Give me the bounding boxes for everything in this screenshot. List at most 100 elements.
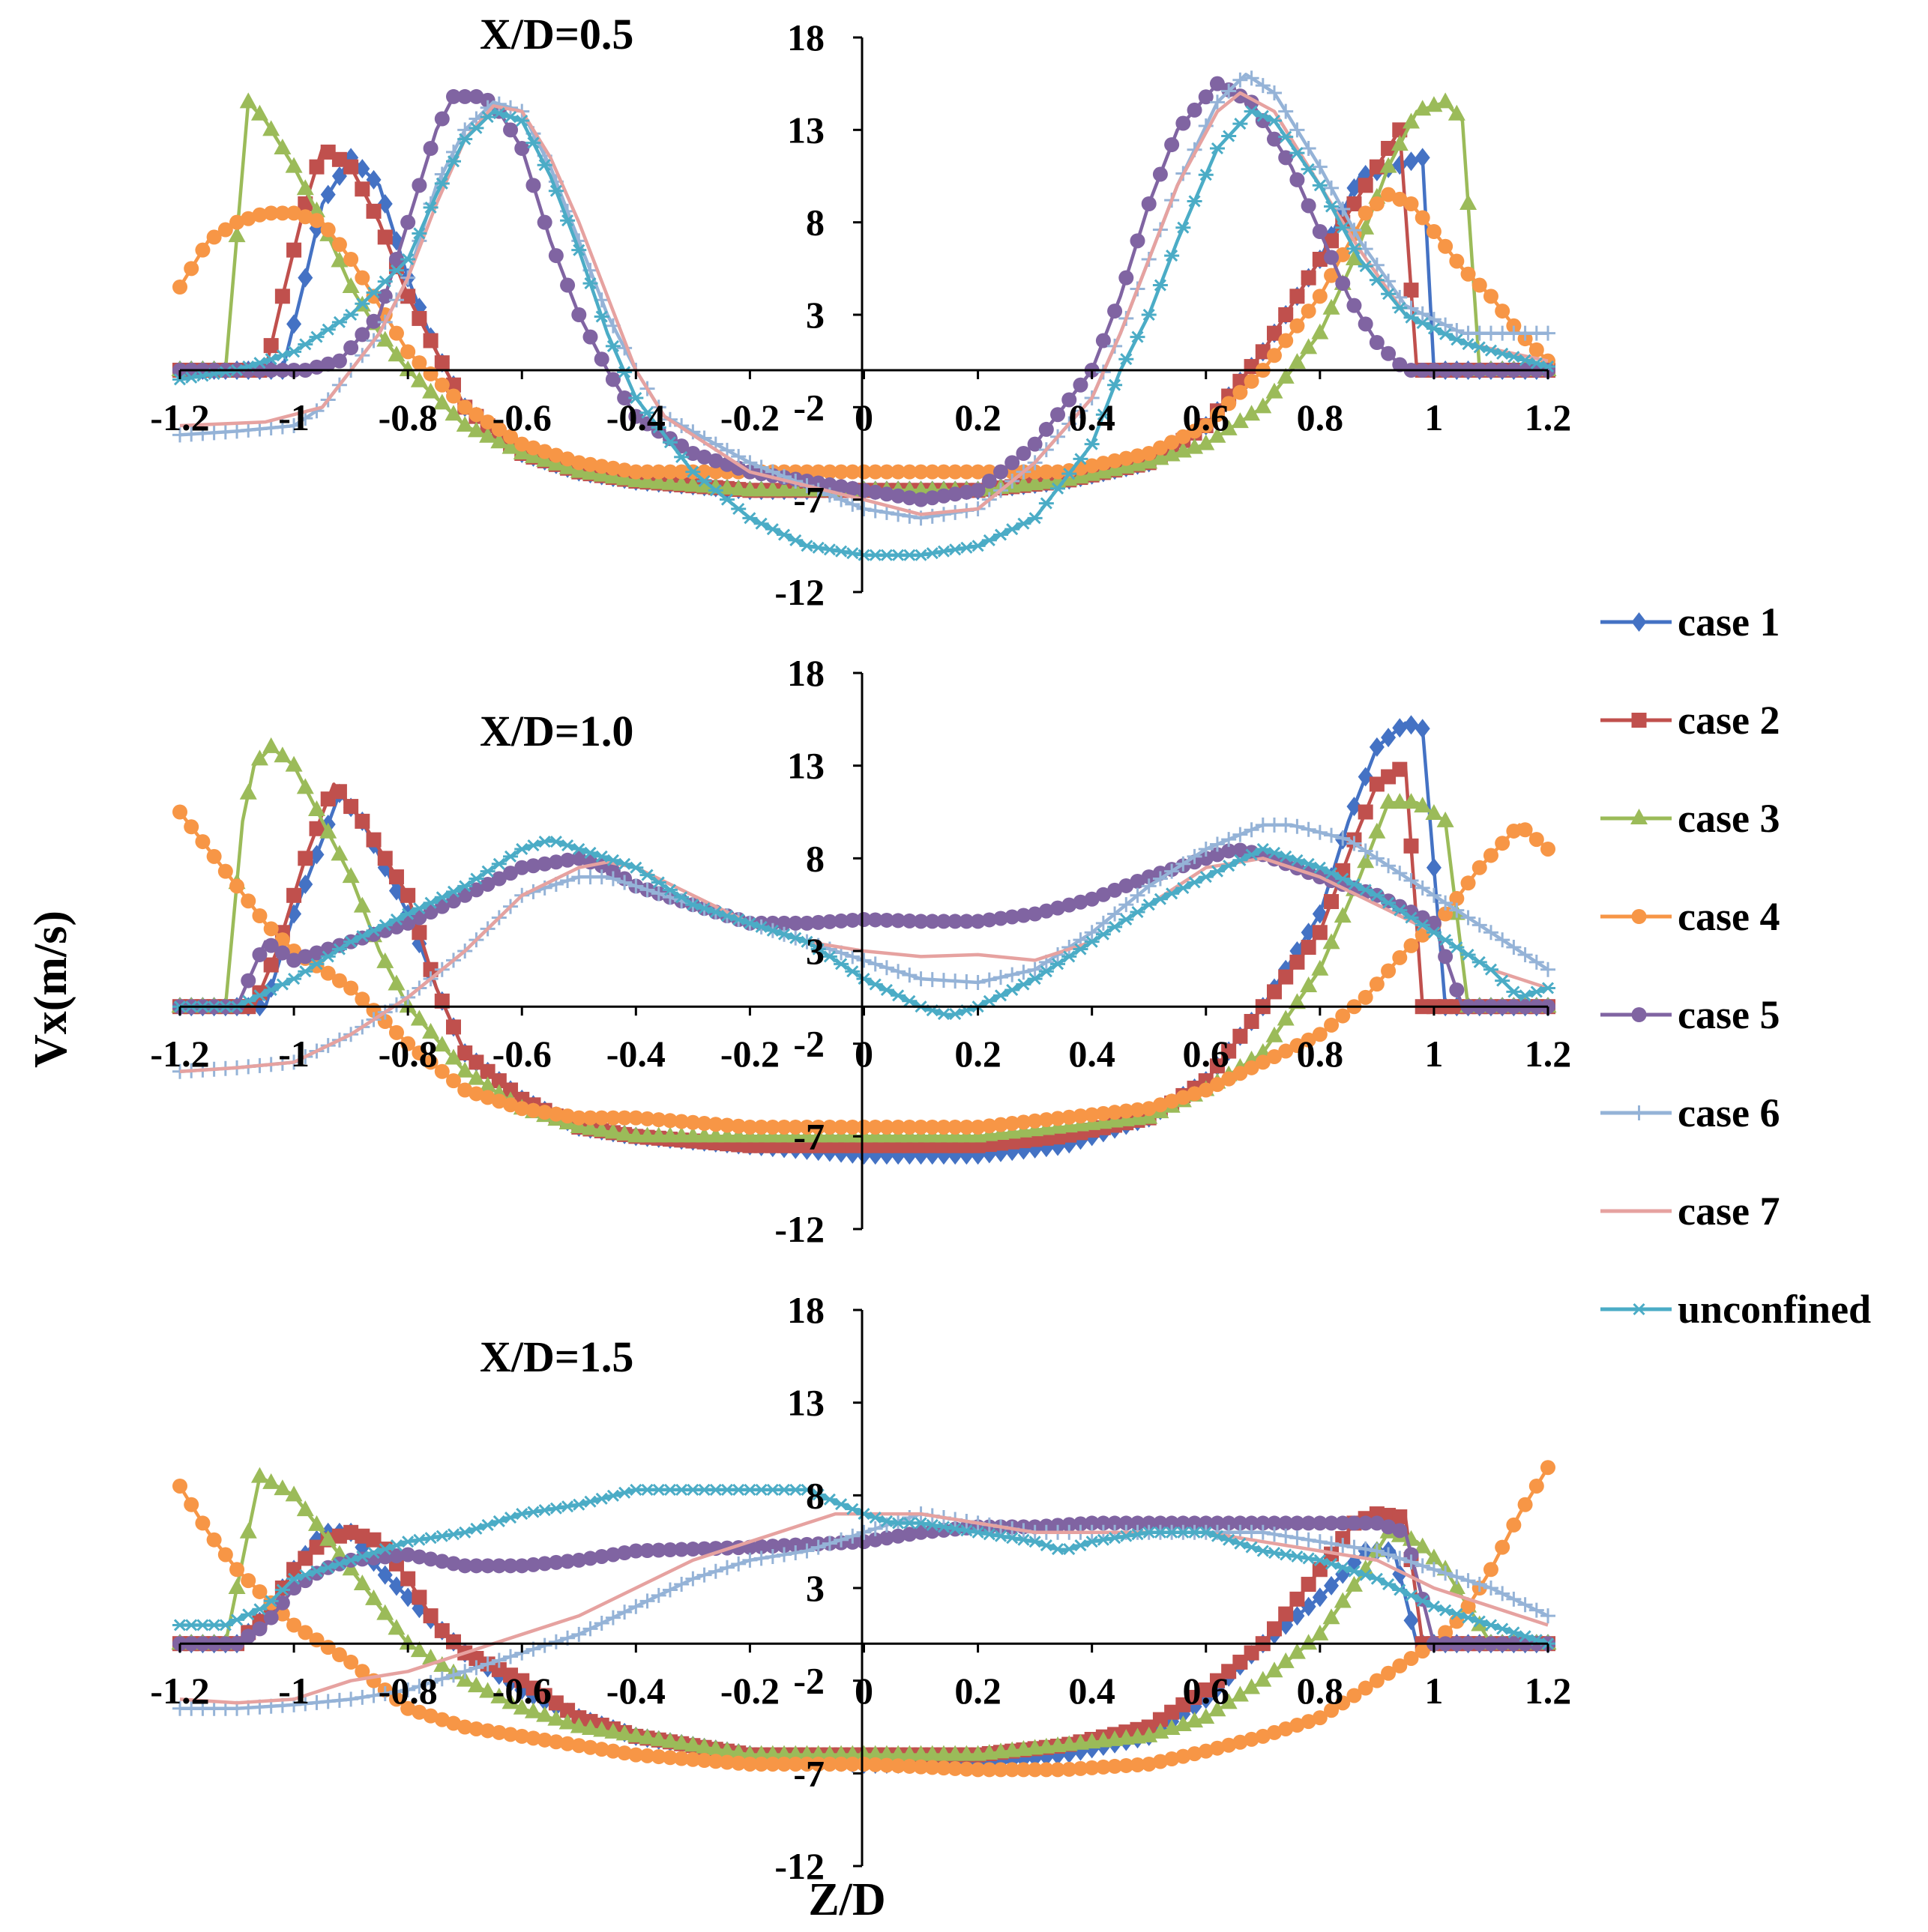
data-point xyxy=(400,253,416,266)
data-point xyxy=(1301,1714,1316,1730)
data-point xyxy=(1084,891,1100,907)
data-point xyxy=(810,1756,826,1772)
data-point xyxy=(617,857,633,870)
data-point xyxy=(1506,1517,1522,1533)
x-tick-label: -0.8 xyxy=(379,1670,438,1712)
data-point xyxy=(708,484,723,497)
data-point xyxy=(1345,1575,1363,1592)
data-point xyxy=(662,436,678,449)
x-tick-label: 0.2 xyxy=(954,1670,1001,1712)
data-point xyxy=(1288,353,1306,369)
x-tick-label: -1 xyxy=(278,1670,310,1712)
data-point xyxy=(981,1118,997,1134)
data-point xyxy=(548,836,564,848)
data-point xyxy=(286,953,302,968)
data-point xyxy=(1141,1756,1157,1772)
data-point xyxy=(479,1076,497,1093)
data-point xyxy=(1050,482,1066,495)
data-point xyxy=(525,839,541,852)
data-point xyxy=(707,1739,725,1756)
data-point xyxy=(1198,1743,1214,1759)
data-point xyxy=(834,1756,849,1772)
data-point xyxy=(672,474,690,491)
data-point xyxy=(1232,384,1248,400)
data-point xyxy=(388,1548,404,1563)
data-point xyxy=(685,1114,701,1130)
data-point xyxy=(1267,846,1282,859)
data-point xyxy=(274,1479,292,1496)
data-point xyxy=(377,1685,393,1701)
data-point xyxy=(1267,85,1282,100)
data-point xyxy=(480,1518,495,1531)
data-point xyxy=(729,1126,747,1143)
data-point xyxy=(1369,1572,1385,1585)
data-point xyxy=(1301,163,1316,175)
data-point xyxy=(1038,1539,1054,1552)
data-point xyxy=(1027,1113,1043,1129)
data-point xyxy=(457,88,473,104)
data-point xyxy=(1438,934,1453,947)
data-point xyxy=(594,869,609,885)
data-point xyxy=(298,949,313,965)
data-point xyxy=(1415,1595,1430,1608)
data-point xyxy=(1265,1026,1283,1042)
data-point xyxy=(309,159,325,175)
data-point xyxy=(1267,1515,1282,1531)
data-point xyxy=(696,1753,712,1769)
data-point xyxy=(1107,453,1123,468)
data-point xyxy=(1004,967,1020,982)
data-point xyxy=(434,355,450,371)
data-point xyxy=(388,974,406,991)
data-point xyxy=(296,179,314,196)
data-point xyxy=(765,1119,780,1135)
data-point xyxy=(1267,114,1282,127)
data-point xyxy=(1164,137,1180,153)
data-point xyxy=(263,205,279,221)
data-point xyxy=(1449,253,1465,269)
data-point xyxy=(433,1036,451,1052)
data-point xyxy=(1438,895,1453,911)
data-point xyxy=(355,1528,370,1544)
data-point xyxy=(1346,242,1362,255)
x-tick-label: 0 xyxy=(855,1670,873,1712)
data-point xyxy=(617,462,633,478)
data-point xyxy=(274,205,290,221)
data-point xyxy=(1415,317,1430,330)
data-point xyxy=(1267,325,1282,341)
data-point xyxy=(799,935,815,948)
data-point xyxy=(467,421,485,438)
data-point xyxy=(1004,523,1020,536)
data-point xyxy=(605,871,621,887)
y-tick-label: 3 xyxy=(806,1567,825,1609)
data-point xyxy=(1345,250,1363,265)
data-point xyxy=(1289,1530,1305,1546)
data-point xyxy=(320,356,336,372)
data-point xyxy=(777,1119,792,1135)
data-point xyxy=(959,484,974,500)
data-point xyxy=(229,214,245,230)
data-point xyxy=(708,1563,723,1579)
data-point xyxy=(1312,159,1328,175)
data-point xyxy=(1403,838,1419,854)
data-point xyxy=(879,912,894,928)
data-point xyxy=(514,1558,530,1574)
data-point xyxy=(1027,1762,1043,1778)
series-line xyxy=(179,857,1549,1074)
data-point xyxy=(263,338,279,354)
data-point xyxy=(1232,88,1248,104)
data-point xyxy=(355,1550,370,1563)
data-point xyxy=(1301,304,1316,319)
data-point xyxy=(1118,1515,1134,1531)
data-point xyxy=(674,464,690,480)
data-point xyxy=(353,896,371,913)
data-point xyxy=(309,330,325,343)
data-point xyxy=(1016,1762,1031,1778)
data-point xyxy=(1027,436,1043,452)
data-point xyxy=(1324,1515,1340,1531)
data-point xyxy=(423,1675,439,1691)
data-point xyxy=(1107,1105,1123,1120)
data-point xyxy=(195,834,211,850)
data-point xyxy=(1187,848,1202,864)
x-tick-label: -0.6 xyxy=(492,1670,552,1712)
data-point xyxy=(1415,306,1430,322)
